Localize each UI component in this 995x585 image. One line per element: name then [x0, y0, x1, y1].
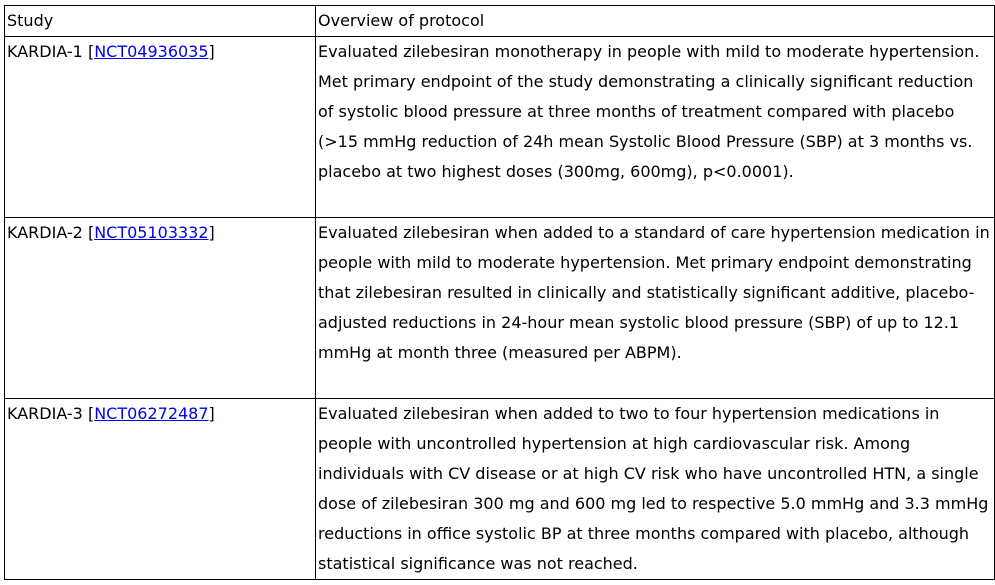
- study-protocol-table: Study Overview of protocol KARDIA-1 [NCT…: [4, 5, 995, 580]
- table-row-kardia-2: KARDIA-2 [NCT05103332] Evaluated zilebes…: [4, 217, 995, 399]
- nct-link[interactable]: NCT06272487: [94, 404, 209, 423]
- overview-cell: Evaluated zilebesiran monotherapy in peo…: [315, 36, 995, 218]
- nct-link[interactable]: NCT05103332: [94, 223, 209, 242]
- table-header-row: Study Overview of protocol: [4, 5, 995, 37]
- table-row-kardia-1: KARDIA-1 [NCT04936035] Evaluated zilebes…: [4, 36, 995, 218]
- study-name: KARDIA-1: [7, 42, 83, 61]
- study-name: KARDIA-3: [7, 404, 83, 423]
- table-row-kardia-3: KARDIA-3 [NCT06272487] Evaluated zilebes…: [4, 398, 995, 580]
- study-cell: KARDIA-2 [NCT05103332]: [4, 217, 316, 399]
- study-cell: KARDIA-1 [NCT04936035]: [4, 36, 316, 218]
- nct-link[interactable]: NCT04936035: [94, 42, 209, 61]
- study-name: KARDIA-2: [7, 223, 83, 242]
- header-study: Study: [4, 5, 316, 37]
- study-cell: KARDIA-3 [NCT06272487]: [4, 398, 316, 580]
- overview-cell: Evaluated zilebesiran when added to two …: [315, 398, 995, 580]
- header-overview: Overview of protocol: [315, 5, 995, 37]
- overview-cell: Evaluated zilebesiran when added to a st…: [315, 217, 995, 399]
